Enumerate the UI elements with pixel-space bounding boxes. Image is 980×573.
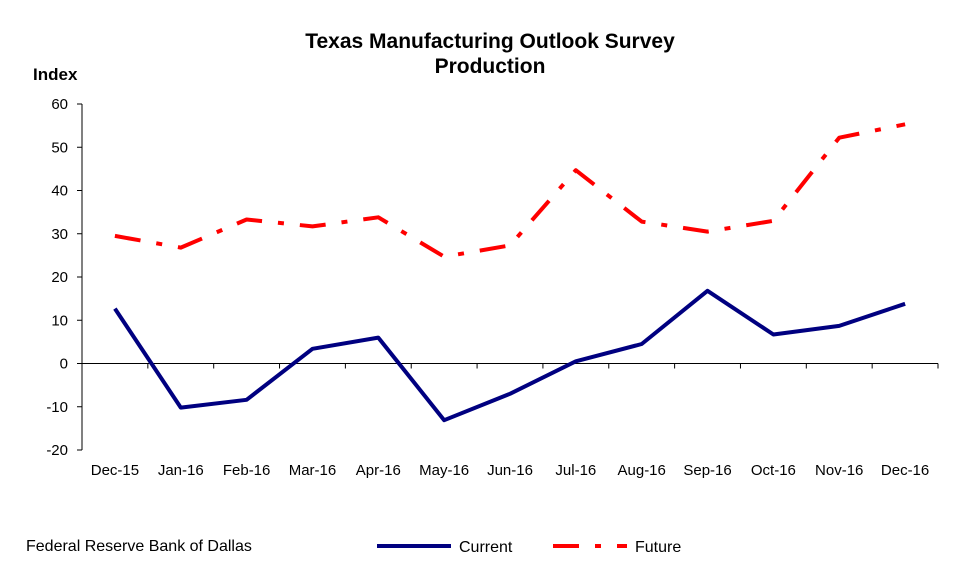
x-tick-label: Jun-16 [487, 462, 533, 479]
x-tick-label: Oct-16 [751, 462, 796, 479]
x-tick-label: Mar-16 [289, 462, 337, 479]
source-note: Federal Reserve Bank of Dallas [26, 538, 252, 555]
x-tick-label: Dec-15 [91, 462, 139, 479]
x-tick-label: Jul-16 [555, 462, 596, 479]
chart-subtitle: Production [435, 55, 546, 78]
series-lines [113, 122, 906, 423]
y-axis-label: Index [33, 65, 78, 84]
y-tick-label: 10 [51, 312, 68, 329]
y-tick-label: 30 [51, 226, 68, 243]
axes [77, 103, 939, 451]
legend-label-future: Future [635, 539, 681, 556]
legend: Current Future [377, 539, 681, 556]
y-tick-labels: -20 -10 0 10 20 30 40 50 60 [46, 96, 68, 459]
y-tick-label: -10 [46, 399, 68, 416]
x-tick-labels: Dec-15 Jan-16 Feb-16 Mar-16 Apr-16 May-16 Jun-… [91, 462, 930, 479]
x-tick-label: Nov-16 [815, 462, 863, 479]
y-tick-label: 40 [51, 183, 68, 200]
y-tick-label: 50 [51, 139, 68, 156]
y-tick-label: 20 [51, 269, 68, 286]
x-tick-label: Jan-16 [158, 462, 204, 479]
y-tick-label: -20 [46, 442, 68, 459]
series-line-future [114, 122, 906, 259]
x-tick-label: Aug-16 [618, 462, 666, 479]
x-tick-label: Apr-16 [356, 462, 401, 479]
x-tick-label: May-16 [419, 462, 469, 479]
y-tick-label: 0 [60, 356, 68, 373]
series-line-current [113, 288, 906, 423]
x-tick-label: Dec-16 [881, 462, 929, 479]
y-tick-label: 60 [51, 96, 68, 113]
chart-title: Texas Manufacturing Outlook Survey [305, 30, 675, 53]
x-tick-label: Sep-16 [683, 462, 731, 479]
legend-label-current: Current [459, 539, 513, 556]
x-tick-label: Feb-16 [223, 462, 271, 479]
